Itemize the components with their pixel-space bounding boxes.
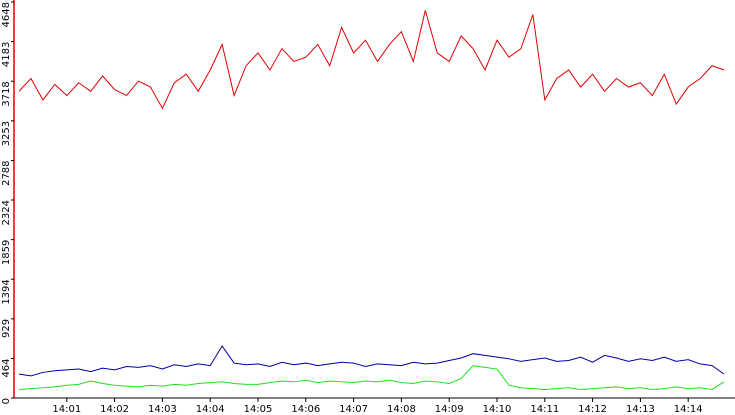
x-tick-label: 14:03 bbox=[148, 404, 177, 415]
x-tick-label: 14:08 bbox=[387, 404, 416, 415]
y-tick-label: 3718 bbox=[1, 81, 12, 106]
x-tick-label: 14:07 bbox=[339, 404, 368, 415]
y-tick-label: 464 bbox=[1, 358, 12, 377]
y-tick-label: 2324 bbox=[1, 200, 12, 225]
y-tick-label: 0 bbox=[1, 398, 12, 404]
y-tick-label: 4183 bbox=[1, 42, 12, 67]
x-tick-label: 14:02 bbox=[100, 404, 129, 415]
x-tick-label: 14:05 bbox=[244, 404, 273, 415]
y-tick-label: 1394 bbox=[1, 279, 12, 304]
y-tick-label: 4648 bbox=[1, 2, 12, 27]
series-line bbox=[18, 365, 725, 391]
y-tick-label: 3253 bbox=[1, 121, 12, 146]
x-tick-label: 14:04 bbox=[196, 404, 225, 415]
y-tick-label: 2788 bbox=[1, 160, 12, 185]
y-tick-label: 1859 bbox=[1, 240, 12, 265]
x-tick-label: 14:12 bbox=[578, 404, 607, 415]
series-line bbox=[18, 345, 725, 377]
x-tick-label: 14:13 bbox=[626, 404, 655, 415]
x-tick-label: 14:11 bbox=[530, 404, 559, 415]
x-tick-label: 14:10 bbox=[483, 404, 512, 415]
x-tick-label: 14:06 bbox=[291, 404, 320, 415]
x-tick-label: 14:14 bbox=[674, 404, 703, 415]
y-tick-label: 929 bbox=[1, 319, 12, 338]
series-line bbox=[18, 10, 725, 110]
x-tick-label: 14:01 bbox=[52, 404, 81, 415]
x-tick-label: 14:09 bbox=[435, 404, 464, 415]
